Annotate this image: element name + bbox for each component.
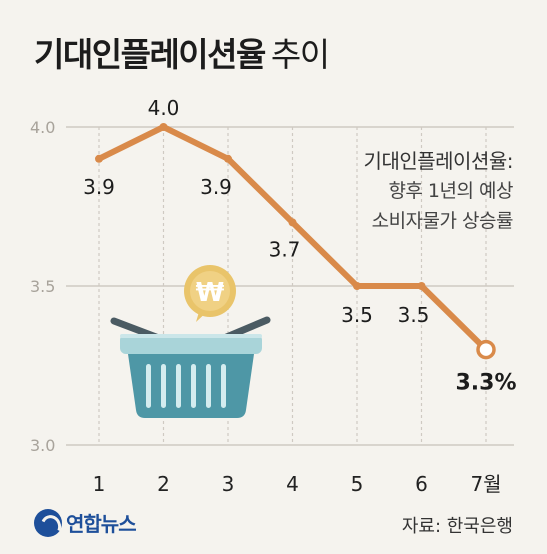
labels-layer: 3.9 4.0 3.9 3.7 3.5 3.5 3.3% [83,96,516,396]
chart-title: 기대인플레이션율 추이 [34,28,330,76]
x-tick-label: 6 [415,472,428,496]
x-tick-label: 4 [286,472,299,496]
coin-symbol: ₩ [196,278,225,308]
grid-layer: 4.0 3.5 3.0 1 2 3 4 5 6 7월 [30,118,514,496]
y-tick-label: 4.0 [30,118,55,137]
data-label: 3.5 [341,303,373,327]
y-tick-label: 3.0 [30,436,55,455]
data-point [417,282,426,290]
data-label: 3.5 [398,303,430,327]
title-main: 기대인플레이션율 [34,35,266,74]
x-tick-label: 1 [93,472,106,496]
chart-note: 기대인플레이션율: 향후 1년의 예상 소비자물가 상승률 [363,146,514,236]
x-tick-label: 7월 [470,472,501,496]
data-label: 3.3% [455,371,516,396]
data-label: 3.9 [200,175,232,199]
data-point [95,154,103,163]
y-tick-label: 3.5 [30,277,55,296]
note-line-2: 향후 1년의 예상 [388,180,513,202]
data-point [353,282,361,290]
data-label: 4.0 [148,96,180,120]
title-sub: 추이 [270,35,330,74]
data-point [288,218,297,227]
x-tick-label: 5 [351,472,364,496]
won-coin-icon: ₩ [184,265,236,322]
data-label: 3.7 [269,237,301,261]
source-note: 자료: 한국은행 [401,516,513,537]
note-line-3: 소비자물가 상승률 [371,210,514,232]
publisher-logo: 연합뉴스 [34,508,137,537]
data-label: 3.9 [83,175,115,199]
logo-text: 연합뉴스 [66,512,137,536]
data-point [224,154,232,163]
series-layer [95,123,496,360]
x-tick-label: 3 [222,472,235,496]
yonhap-logo-icon [34,508,62,537]
data-point [159,123,168,131]
data-point-last [476,339,496,360]
x-tick-label: 2 [157,472,170,496]
shopping-basket-icon: ₩ [110,265,271,418]
note-line-1: 기대인플레이션율: [363,149,514,173]
